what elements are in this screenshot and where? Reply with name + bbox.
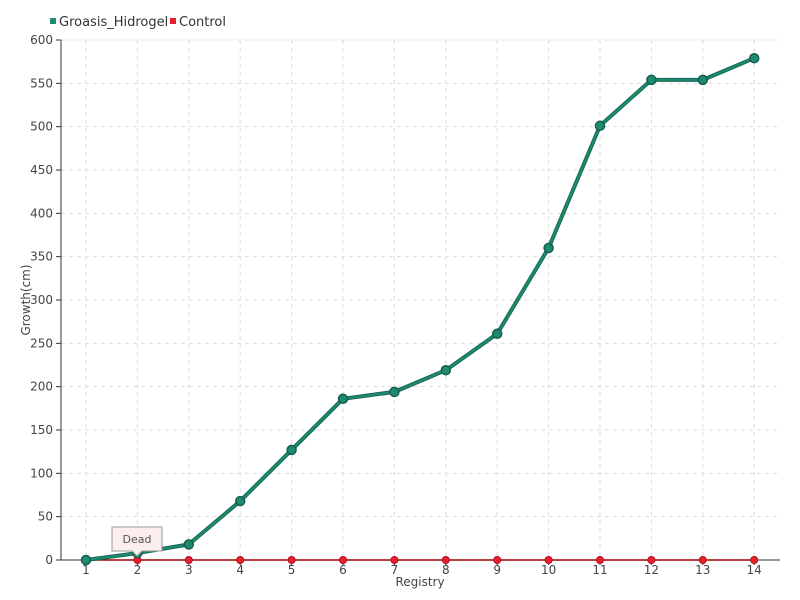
x-tick-label: 8 — [442, 563, 450, 577]
y-tick-label: 550 — [30, 76, 53, 90]
x-tick-label: 12 — [644, 563, 659, 577]
data-point-groasis — [286, 444, 297, 456]
data-point-groasis — [80, 554, 92, 566]
x-tick-label: 3 — [185, 563, 193, 577]
data-point-control — [236, 556, 245, 564]
annotation-callout: Dead — [111, 526, 163, 557]
data-point-control — [698, 556, 707, 564]
data-point-groasis — [337, 393, 349, 405]
x-tick-label: 6 — [339, 563, 347, 577]
y-axis-title: Growth(cm) — [19, 264, 33, 335]
legend-item-control[interactable]: Control — [170, 15, 226, 30]
legend-swatch-control — [170, 18, 176, 24]
data-point-groasis — [646, 74, 657, 86]
legend: Groasis_Hidrogel Control — [50, 15, 226, 30]
data-point-groasis — [594, 120, 606, 132]
y-tick-label: 0 — [45, 553, 53, 567]
x-tick-label: 9 — [493, 563, 501, 577]
series — [80, 52, 760, 566]
data-point-groasis — [748, 52, 760, 64]
x-tick-label: 10 — [541, 563, 556, 577]
y-tick-label: 100 — [30, 466, 53, 480]
data-point-control — [390, 556, 399, 564]
y-tick-label: 450 — [30, 163, 53, 177]
data-point-control — [441, 556, 450, 564]
y-tick-label: 300 — [30, 293, 53, 307]
y-tick-label: 400 — [30, 206, 53, 220]
legend-label-groasis: Groasis_Hidrogel — [59, 15, 168, 30]
data-point-control — [287, 556, 296, 564]
data-point-groasis — [183, 539, 195, 550]
x-tick-label: 7 — [391, 563, 399, 577]
y-tick-label: 200 — [30, 380, 53, 394]
series-line-groasis-shadow — [85, 56, 755, 562]
y-tick-label: 150 — [30, 423, 53, 437]
data-point-control — [339, 556, 347, 564]
y-tick-label: 350 — [30, 250, 53, 264]
data-point-groasis — [543, 242, 554, 254]
data-point-groasis — [440, 364, 452, 376]
x-tick-labels: 1 2 3 4 5 6 7 8 9 10 11 12 13 14 — [82, 563, 762, 577]
legend-swatch-groasis — [50, 18, 56, 24]
y-tick-label: 250 — [30, 336, 53, 350]
y-tick-labels: 0 50 100 150 200 250 300 350 400 450 500 550 600 — [30, 33, 53, 567]
x-tick-label: 2 — [134, 563, 142, 577]
x-tick-label: 11 — [592, 563, 607, 577]
data-point-control — [596, 556, 604, 564]
data-point-groasis — [697, 74, 709, 86]
series-line-groasis — [85, 57, 755, 561]
annotation-box — [111, 526, 163, 557]
x-tick-label: 14 — [747, 563, 762, 577]
x-tick-label: 13 — [695, 563, 710, 577]
data-point-control — [493, 556, 502, 564]
grid-lines — [56, 39, 780, 565]
data-point-groasis — [234, 495, 246, 507]
legend-item-groasis[interactable]: Groasis_Hidrogel — [50, 15, 168, 30]
x-tick-label: 4 — [236, 563, 244, 577]
data-point-groasis — [491, 328, 503, 340]
y-tick-label: 50 — [38, 510, 53, 524]
data-point-control — [544, 556, 553, 564]
data-point-control — [184, 556, 193, 564]
x-tick-label: 1 — [82, 563, 90, 577]
y-tick-label: 600 — [30, 33, 53, 47]
data-point-groasis — [389, 386, 400, 398]
x-tick-label: 5 — [288, 563, 296, 577]
data-point-control — [750, 556, 759, 564]
y-tick-label: 500 — [30, 120, 53, 134]
legend-label-control: Control — [179, 15, 226, 30]
x-axis-title: Registry — [395, 575, 444, 589]
data-point-control — [647, 556, 656, 564]
annotation-text: Dead — [123, 533, 152, 546]
